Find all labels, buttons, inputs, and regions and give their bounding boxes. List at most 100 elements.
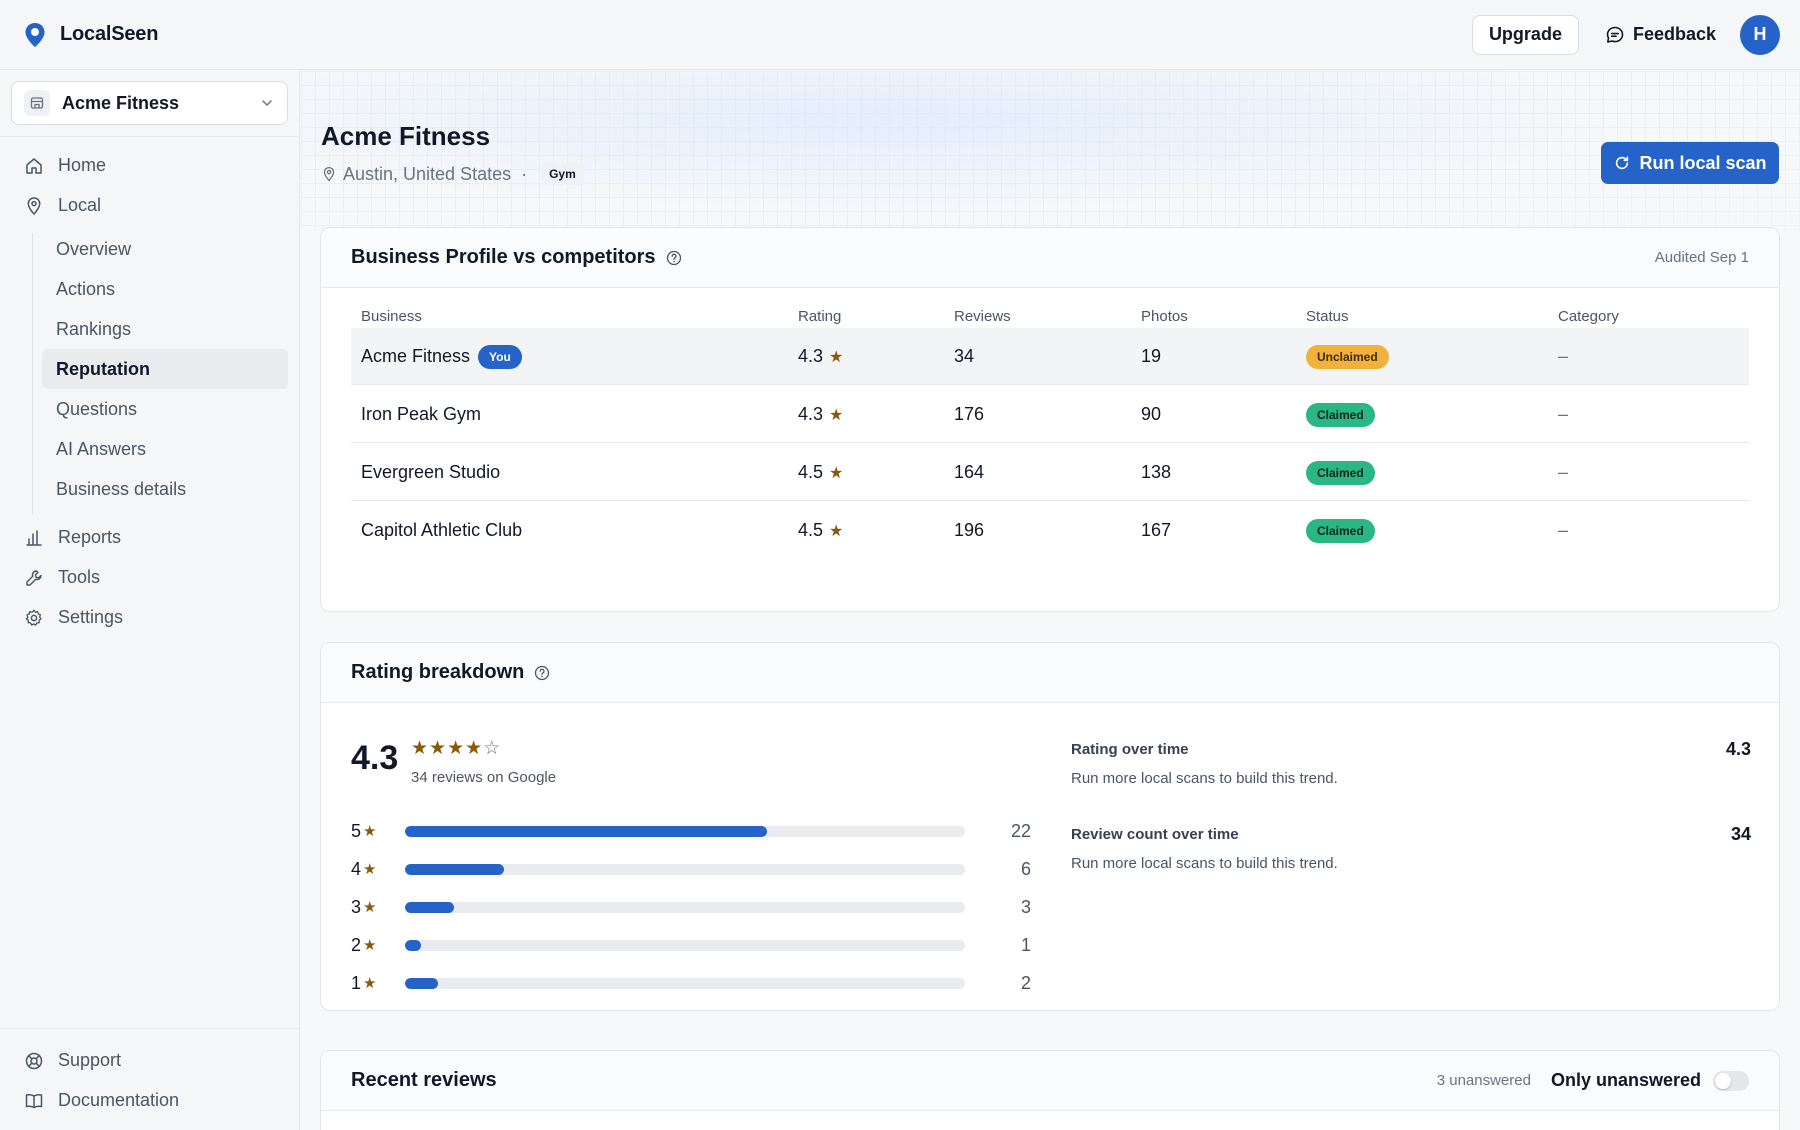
sidebar-item-home[interactable]: Home [24, 155, 106, 176]
subnav-overview[interactable]: Overview [56, 238, 132, 259]
status-badge: Claimed [1306, 518, 1375, 543]
gear-icon [25, 609, 42, 626]
distribution-count: 6 [1020, 858, 1031, 879]
feedback-button[interactable]: Feedback [1605, 24, 1716, 45]
lifebuoy-icon [25, 1052, 43, 1069]
business-name: Iron Peak Gym [361, 404, 482, 424]
run-local-scan-button[interactable]: Run local scan [1601, 142, 1779, 184]
app-name: LocalSeen [60, 23, 159, 45]
meta-separator: · [521, 163, 528, 184]
sidebar-item-tools[interactable]: Tools [24, 567, 100, 588]
card-title: Rating breakdown [351, 661, 525, 683]
trend-value: 34 [1730, 824, 1751, 844]
star-level-label: 5 ★ [351, 821, 405, 842]
avatar[interactable]: H [1740, 14, 1780, 55]
table-row[interactable]: Iron Peak Gym 4.3 ★ 176 90 Claimed – [351, 386, 1749, 443]
page-meta: Austin, United States · Gym [321, 163, 584, 185]
star-level-label: 3 ★ [351, 897, 405, 918]
workspace-select[interactable]: Acme Fitness [11, 81, 288, 125]
star-level-label: 1 ★ [351, 973, 405, 994]
top-bar: LocalSeen Upgrade Feedback H [0, 0, 1800, 70]
category-value: – [1558, 462, 1569, 482]
subnav-actions[interactable]: Actions [56, 278, 116, 299]
sidebar-item-label: Documentation [58, 1090, 180, 1110]
rating-distribution-row: 1 ★ 2 [351, 971, 1031, 995]
brand[interactable]: LocalSeen [24, 22, 158, 48]
sidebar-item-reports[interactable]: Reports [24, 527, 121, 548]
distribution-bar-fill [405, 863, 504, 875]
map-pin-icon [323, 166, 335, 182]
sidebar-item-documentation[interactable]: Documentation [24, 1090, 179, 1111]
star-level: 4 [351, 858, 362, 879]
distribution-bar-track [405, 825, 965, 837]
reviews-value: 176 [954, 404, 985, 424]
help-icon[interactable] [534, 665, 550, 681]
sidebar-item-settings[interactable]: Settings [24, 607, 123, 628]
trend-note: Run more local scans to build this trend… [1071, 855, 1338, 872]
subnav-rankings[interactable]: Rankings [56, 318, 132, 339]
table-row[interactable]: Acme Fitness You 4.3 ★ 34 19 Unclaimed – [351, 328, 1749, 385]
scan-button-label: Run local scan [1639, 152, 1767, 173]
sidebar-item-label: Settings [58, 607, 124, 627]
sidebar: Acme Fitness Home Local Overview Actions… [0, 70, 300, 1130]
reviews-count-text: 34 reviews on Google [411, 769, 557, 786]
distribution-bar-fill [405, 939, 421, 951]
status-badge: Claimed [1306, 402, 1375, 427]
sidebar-item-label: Reports [58, 527, 122, 547]
col-header-rating: Rating [798, 308, 842, 325]
business-name: Acme Fitness [361, 346, 471, 366]
star-level: 2 [351, 934, 362, 955]
location-text: Austin, United States [343, 163, 512, 184]
subnav-questions[interactable]: Questions [56, 398, 138, 419]
wrench-icon [26, 569, 42, 586]
rating-stars: ★ ★ ★ ★ ☆ [411, 737, 501, 760]
trend-note: Run more local scans to build this trend… [1071, 770, 1338, 787]
rating-value: 4.3 [798, 346, 824, 366]
category-value: – [1558, 404, 1569, 424]
distribution-count: 3 [1020, 896, 1031, 917]
table-row[interactable]: Capitol Athletic Club 4.5 ★ 196 167 Claim… [351, 502, 1749, 559]
rating-over-time: Rating over time 4.3 Run more local scan… [1071, 739, 1751, 787]
main-content: Acme Fitness Austin, United States · Gym… [301, 71, 1800, 1130]
unanswered-count: 3 unanswered [1436, 1072, 1531, 1089]
star-icon: ★ [363, 937, 377, 954]
recent-reviews-card: Recent reviews 3 unanswered Only unanswe… [320, 1050, 1780, 1130]
page-title: Acme Fitness [321, 121, 491, 151]
help-icon[interactable] [666, 250, 682, 266]
reviews-value: 34 [954, 346, 975, 366]
star-icon: ★ [829, 522, 844, 540]
store-icon [24, 90, 50, 116]
table-row[interactable]: Evergreen Studio 4.5 ★ 164 138 Claimed – [351, 444, 1749, 501]
review-count-over-time: Review count over time 34 Run more local… [1071, 824, 1751, 872]
rating-distribution-row: 3 ★ 3 [351, 895, 1031, 919]
star-icon: ★ [363, 899, 377, 916]
star-level: 5 [351, 820, 362, 841]
subnav-business-details[interactable]: Business details [56, 478, 187, 499]
card-title: Recent reviews [351, 1069, 497, 1091]
only-unanswered-toggle[interactable] [1713, 1070, 1749, 1091]
sidebar-item-support[interactable]: Support [24, 1050, 121, 1071]
competitors-card: Business Profile vs competitors Audited … [320, 227, 1780, 612]
distribution-bar-fill [405, 825, 767, 837]
distribution-bar-fill [405, 977, 438, 989]
distribution-bar-track [405, 863, 965, 875]
sidebar-item-local[interactable]: Local [24, 195, 101, 216]
sidebar-item-label: Tools [58, 567, 101, 587]
sidebar-footer-divider [0, 1028, 300, 1029]
upgrade-button[interactable]: Upgrade [1471, 14, 1579, 55]
star-icon: ★ [447, 738, 465, 759]
distribution-count: 1 [1020, 934, 1031, 955]
map-pin-logo-icon [25, 22, 45, 47]
trend-title: Review count over time [1071, 826, 1239, 843]
home-icon [26, 157, 42, 174]
star-icon: ★ [429, 738, 447, 759]
subnav-reputation[interactable]: Reputation [42, 349, 288, 389]
sidebar-item-label: Home [58, 155, 107, 175]
feedback-label: Feedback [1632, 24, 1716, 44]
sidebar-item-label: Support [58, 1050, 122, 1070]
distribution-bar-fill [405, 901, 454, 913]
subnav-ai-answers[interactable]: AI Answers [56, 438, 147, 459]
business-name: Evergreen Studio [361, 462, 501, 482]
distribution-count: 22 [1010, 820, 1031, 841]
star-icon: ★ [829, 464, 844, 482]
